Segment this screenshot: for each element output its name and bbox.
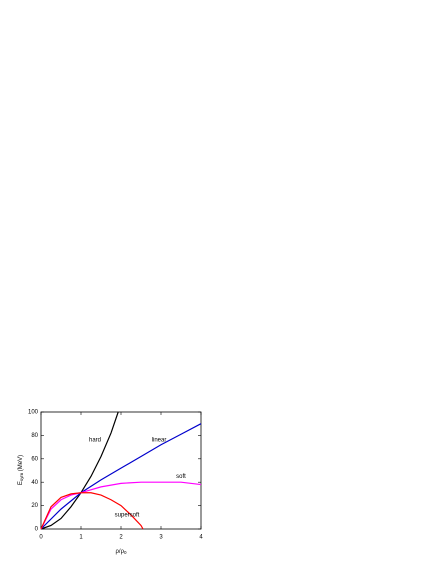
y-label-rest: (MeV) xyxy=(18,455,24,473)
y-tick-label: 20 xyxy=(31,503,38,509)
y-tick-label: 0 xyxy=(35,527,39,533)
y-label-sub: sym xyxy=(19,473,24,482)
x-tick-label: 3 xyxy=(159,535,163,541)
x-label-main: ρ/ρ xyxy=(115,549,124,555)
y-tick-label: 100 xyxy=(28,410,39,416)
y-label-main: E xyxy=(18,481,24,485)
series-line xyxy=(40,492,144,530)
x-tick-label: 2 xyxy=(119,535,123,541)
curve-label: soft xyxy=(176,474,186,480)
x-tick-label: 1 xyxy=(79,535,83,541)
plot-frame xyxy=(40,411,202,530)
series-line xyxy=(40,481,202,530)
curve-label: hard xyxy=(89,438,101,444)
y-tick-label: 40 xyxy=(31,480,38,486)
curve-label: supersoft xyxy=(115,513,140,519)
x-tick-label: 0 xyxy=(39,535,43,541)
y-tick-label: 80 xyxy=(31,433,38,439)
x-axis-label: ρ/ρ0 xyxy=(115,549,127,556)
y-axis-label: Esym (MeV) xyxy=(18,455,25,485)
series-line xyxy=(40,411,119,530)
x-label-sub: 0 xyxy=(124,550,127,555)
x-tick-label: 4 xyxy=(199,535,203,541)
y-tick-label: 60 xyxy=(31,456,38,462)
series-line xyxy=(40,423,202,530)
curve-label: linear xyxy=(152,438,167,444)
